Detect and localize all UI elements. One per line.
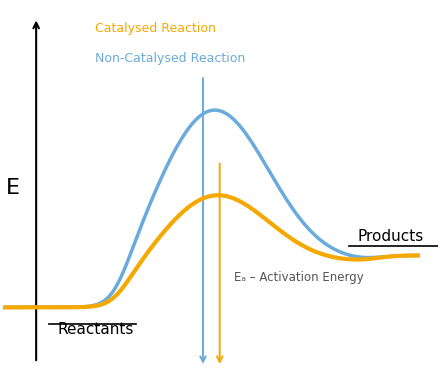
Text: Reactants: Reactants: [57, 322, 134, 337]
Text: Products: Products: [357, 229, 424, 244]
Text: E: E: [6, 178, 20, 199]
Text: Non-Catalysed Reaction: Non-Catalysed Reaction: [95, 52, 245, 65]
Text: Catalysed Reaction: Catalysed Reaction: [95, 22, 215, 35]
Text: Eₐ – Activation Energy: Eₐ – Activation Energy: [234, 271, 364, 284]
